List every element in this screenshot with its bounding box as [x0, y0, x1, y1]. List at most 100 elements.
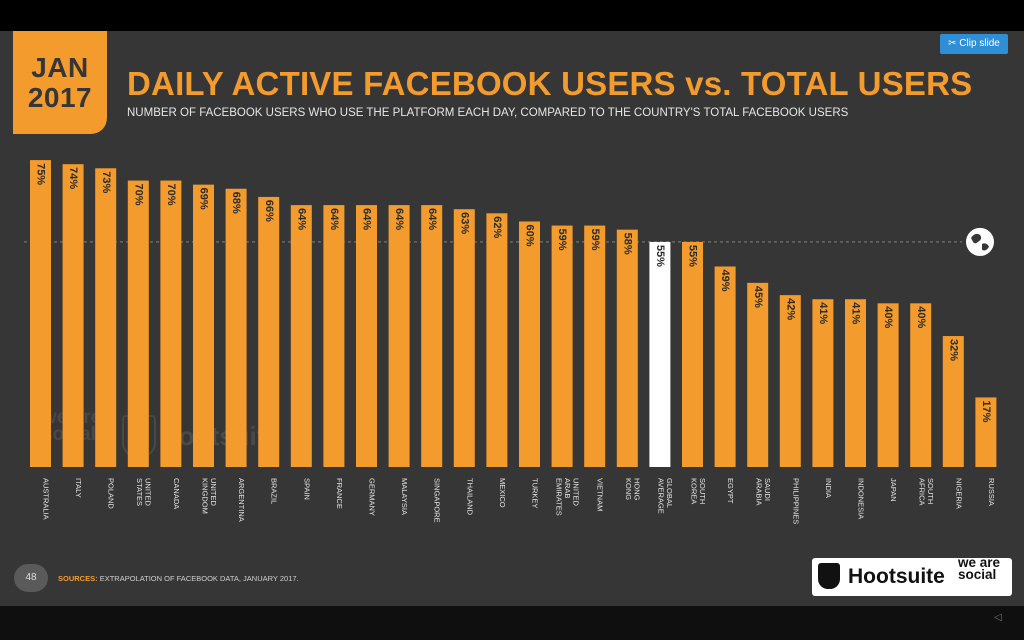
chart-title: DAILY ACTIVE FACEBOOK USERS vs. TOTAL US… [127, 65, 973, 102]
bar-value-label: 64% [361, 208, 373, 230]
viewer-toolbar [0, 606, 1024, 640]
globe-ring [964, 225, 996, 258]
bar-argentina [225, 188, 247, 467]
bar-indonesia [845, 299, 866, 467]
bar-singapore [421, 205, 443, 467]
date-year: 2017 [27, 81, 93, 113]
bar-value-label: 69% [198, 188, 210, 210]
category-label: INDIA [824, 478, 833, 498]
bar-value-label: 41% [817, 302, 829, 324]
bar-value-label: 45% [752, 286, 764, 308]
bar-value-label: 62% [491, 216, 503, 238]
bar-value-label: 55% [687, 245, 699, 267]
category-label: SOUTHAFRICA [917, 478, 935, 506]
owl-icon [818, 563, 840, 589]
category-label: GLOBALAVERAGE [657, 478, 675, 514]
category-label: HONGKONG [624, 478, 642, 501]
date-month: JAN [31, 51, 89, 83]
sources-label: SOURCES: [58, 574, 98, 583]
category-label: VIETNAM [596, 478, 605, 511]
category-label: EGYPT [726, 478, 735, 504]
brand-logos [812, 558, 1012, 596]
bar-turkey [519, 221, 540, 467]
bar-value-label: 58% [621, 233, 633, 255]
bar-philippines [779, 295, 801, 467]
category-label: FRANCE [335, 478, 344, 509]
hootsuite-logo: Hootsuite [848, 565, 945, 588]
bar-russia [975, 397, 997, 467]
bar-vietnam [584, 225, 606, 467]
page-number: 48 [14, 564, 48, 592]
bar-france [323, 205, 345, 467]
category-label: THAILAND [465, 478, 474, 516]
bar-value-label: 74% [67, 167, 79, 189]
bar-value-label: 60% [524, 224, 536, 246]
bar-value-label: 49% [719, 269, 731, 291]
bar-value-label: 75% [35, 163, 47, 185]
bar-value-label: 41% [850, 302, 862, 324]
bar-value-label: 73% [100, 171, 112, 193]
bar-united-arab-emirates [551, 225, 573, 467]
category-label: BRAZIL [270, 478, 279, 504]
category-label: MALAYSIA [400, 478, 409, 515]
bar-south-africa [910, 303, 932, 467]
bar-canada [160, 180, 182, 468]
bar-brazil [258, 196, 280, 467]
category-label: CANADA [172, 478, 181, 509]
date-badge: JAN 2017 [13, 31, 107, 134]
bar-value-label: 64% [328, 208, 340, 230]
bar-italy [62, 164, 84, 467]
bar-egypt [714, 266, 736, 467]
category-label: SOUTHKOREA [689, 478, 707, 504]
bar-germany [356, 205, 377, 467]
category-label: SINGAPORE [433, 478, 442, 523]
bar-value-label: 55% [654, 245, 666, 267]
bar-south-korea [682, 241, 703, 467]
bar-mexico [486, 213, 508, 467]
bar-value-label: 68% [230, 192, 242, 214]
bar-value-label: 32% [947, 339, 959, 361]
globe-icon [965, 226, 995, 257]
bar-malaysia [388, 205, 410, 467]
bar-value-label: 64% [393, 208, 405, 230]
category-label: GERMANY [368, 478, 377, 516]
expand-icon[interactable]: ◁ [994, 612, 1002, 623]
category-label: UNITEDKINGDOM [200, 478, 218, 514]
bar-value-label: 64% [295, 208, 307, 230]
bar-value-label: 70% [165, 184, 177, 206]
bar-value-label: 66% [263, 200, 275, 222]
bar-value-label: 40% [915, 306, 927, 328]
bar-poland [95, 168, 117, 468]
category-label: JAPAN [889, 478, 898, 502]
globe-land [971, 233, 989, 251]
bar-value-label: 17% [980, 400, 992, 422]
chart-subtitle: NUMBER OF FACEBOOK USERS WHO USE THE PLA… [127, 107, 849, 119]
category-label: MEXICO [498, 478, 507, 508]
category-label: ITALY [74, 478, 83, 498]
clip-slide-button[interactable]: ✂ Clip slide [940, 34, 1008, 54]
category-label: PHILIPPINES [791, 478, 800, 524]
clip-slide-label: Clip slide [959, 38, 1000, 49]
bar-united-kingdom [193, 184, 214, 468]
sources-note: SOURCES: EXTRAPOLATION OF FACEBOOK DATA,… [58, 574, 299, 583]
bar-united-states [127, 180, 149, 468]
category-label: RUSSIA [987, 478, 996, 506]
bar-global-average [649, 241, 671, 467]
bar-value-label: 70% [132, 184, 144, 206]
bar-japan [877, 303, 899, 467]
category-label: INDONESIA [857, 478, 866, 519]
category-label: NIGERIA [954, 478, 963, 509]
category-label: TURKEY [531, 478, 540, 508]
bar-value-label: 59% [556, 229, 568, 251]
we-are-social-logo: we are social [958, 555, 1001, 582]
bar-india [812, 299, 834, 467]
category-label: SAUDIARABIA [754, 478, 772, 506]
bar-spain [290, 205, 312, 467]
category-label: POLAND [107, 478, 116, 509]
bar-value-label: 63% [458, 212, 470, 234]
category-label: ARGENTINA [237, 478, 246, 522]
category-label: UNITEDARABEMIRATES [555, 478, 581, 516]
sources-text: EXTRAPOLATION OF FACEBOOK DATA, JANUARY … [99, 574, 299, 583]
